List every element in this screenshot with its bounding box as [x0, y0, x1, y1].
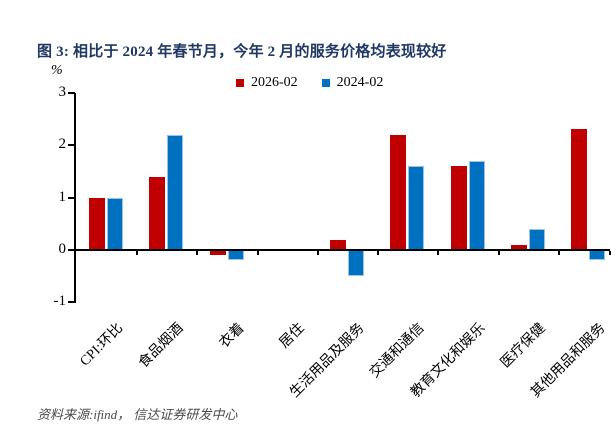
bar-s2-c6 — [408, 166, 425, 250]
bar-s1-c5 — [330, 239, 346, 250]
bar-s2-c3 — [227, 250, 244, 261]
bar-s2-c7 — [468, 160, 485, 250]
y-axis-unit-label: % — [51, 63, 63, 78]
chart-legend: 2026-02 2024-02 — [236, 75, 383, 91]
y-axis-tick-label: 3 — [58, 83, 67, 100]
bar-s2-c5 — [348, 250, 364, 277]
bar-s1-c6 — [390, 134, 407, 250]
x-category-label: 医疗保健 — [497, 320, 549, 372]
x-axis-tick-mark — [437, 251, 440, 255]
legend-item-series1: 2026-02 — [236, 75, 298, 91]
figure-title: 图 3: 相比于 2024 年春节月，今年 2 月的服务价格均表现较好 — [37, 44, 447, 60]
x-axis-tick-mark — [377, 251, 380, 255]
x-category-label: 交通和通信 — [367, 320, 428, 381]
legend-swatch-red — [236, 79, 244, 87]
x-axis-tick-mark — [316, 251, 319, 255]
bar-s1-c9 — [571, 129, 587, 250]
y-axis-tick-mark — [68, 301, 75, 304]
bar-s1-c2 — [149, 176, 166, 250]
x-axis-line — [74, 249, 610, 251]
legend-swatch-blue — [321, 79, 330, 87]
bar-s2-c9 — [589, 250, 605, 261]
y-axis-tick-label: -1 — [53, 293, 67, 310]
x-axis-tick-mark — [557, 251, 560, 255]
y-axis-tick-mark — [68, 196, 75, 199]
x-axis-tick-mark — [196, 251, 199, 255]
x-axis-tick-mark — [136, 251, 139, 255]
x-category-label: 居住 — [276, 320, 308, 352]
y-axis-tick-label: 2 — [58, 136, 67, 153]
x-category-label: 食品烟酒 — [136, 320, 187, 372]
y-axis-tick-mark — [68, 91, 75, 94]
x-category-label: 衣着 — [216, 320, 247, 352]
bar-s2-c8 — [528, 229, 545, 250]
bar-s1-c7 — [450, 166, 467, 250]
legend-label-series2: 2024-02 — [336, 75, 384, 90]
y-axis-line — [74, 92, 76, 303]
legend-label-series1: 2026-02 — [251, 75, 298, 90]
y-axis-tick-label: 0 — [58, 241, 67, 257]
y-axis-tick-mark — [68, 249, 75, 251]
source-note: 资料来源:ifind， 信达证券研发中心 — [37, 407, 238, 422]
y-axis-tick-mark — [68, 144, 75, 147]
x-axis-tick-mark — [497, 251, 500, 255]
bar-s1-c3 — [209, 250, 226, 256]
x-category-label: CPI:环比 — [77, 320, 127, 370]
y-axis-tick-label: 1 — [58, 188, 67, 205]
bar-s2-c1 — [107, 197, 123, 250]
legend-item-series2: 2024-02 — [321, 75, 384, 91]
bar-s2-c2 — [167, 134, 184, 250]
bar-s1-c8 — [510, 244, 527, 250]
x-axis-tick-mark — [609, 251, 611, 255]
bar-s1-c1 — [89, 197, 105, 250]
x-axis-tick-mark — [256, 251, 259, 255]
